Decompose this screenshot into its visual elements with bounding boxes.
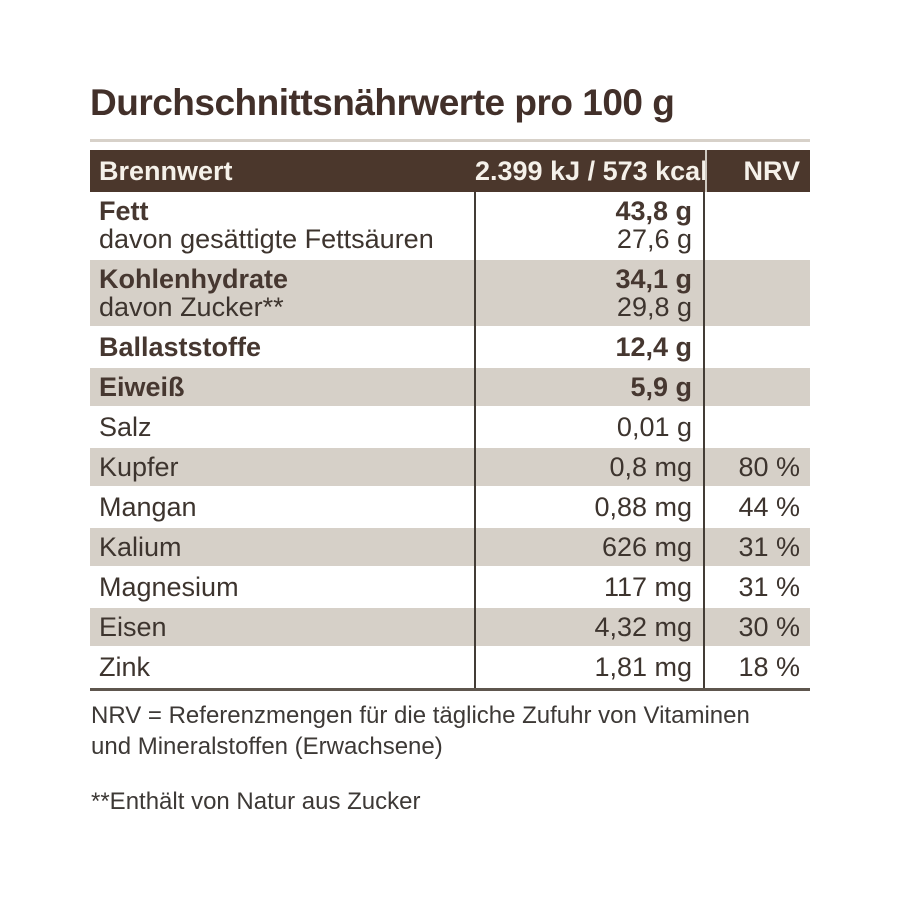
row-value: 117 mg [603,572,692,602]
row-labels: Kalium [90,533,475,561]
row-nrv-value: 31 % [738,572,800,602]
row-nrv-value: 44 % [738,492,800,522]
table-row: Kohlenhydrate davon Zucker** 34,1 g 29,8 g [90,260,810,328]
header-brennwert-label: Brennwert [99,155,233,186]
row-values: 5,9 g [475,373,705,401]
table-row: Mangan 0,88 mg 44 % [90,488,810,528]
table-top-divider [90,139,810,142]
row-labels: Ballaststoffe [90,333,475,361]
column-divider-nrv [703,192,705,688]
row-labels: Magnesium [90,573,475,601]
row-nrv-value [705,265,810,321]
table-row: Magnesium 117 mg 31 % [90,568,810,608]
table-row: Salz 0,01 g [90,408,810,448]
row-value: 43,8 g [615,196,692,226]
page-title: Durchschnittsnährwerte pro 100 g [90,82,675,123]
row-nrv-value: 31 % [738,532,800,562]
row-nrv-value [705,413,810,441]
row-value: 626 mg [601,532,692,562]
row-nrv-value [705,333,810,361]
row-label: Kohlenhydrate [99,264,289,294]
row-value: 29,8 g [616,292,692,322]
table-row: Fett davon gesättigte Fettsäuren 43,8 g 27,… [90,192,810,260]
row-nrv-value: 18 % [738,652,800,682]
column-divider-values [474,192,476,688]
row-labels: Kupfer [90,453,475,481]
nrv-footnote: NRV = Referenzmengen für die tägliche Zu… [91,702,750,760]
row-value: 4,32 mg [594,612,692,642]
row-value: 34,1 g [615,264,692,294]
row-values: 0,88 mg [475,493,705,521]
table-body: Fett davon gesättigte Fettsäuren 43,8 g 27,… [90,192,810,688]
table-row: Kalium 626 mg 31 % [90,528,810,568]
header-nrv-label: NRV [705,150,810,192]
row-labels: Fett davon gesättigte Fettsäuren [90,197,475,253]
row-value: 0,01 g [616,412,692,442]
row-values: 0,01 g [475,413,705,441]
row-label: Kupfer [99,452,179,482]
row-label: davon gesättigte Fettsäuren [99,224,434,254]
row-label: Eiweiß [99,372,185,402]
row-label: Kalium [99,532,182,562]
row-label: davon Zucker** [99,292,284,322]
row-labels: Zink [90,653,475,681]
row-labels: Salz [90,413,475,441]
row-label: Eisen [99,612,167,642]
row-value: 0,88 mg [594,492,692,522]
row-value: 5,9 g [630,372,692,402]
row-label: Fett [99,196,149,226]
row-value: 12,4 g [615,332,692,362]
table-row: Eisen 4,32 mg 30 % [90,608,810,648]
table-row: Ballaststoffe 12,4 g [90,328,810,368]
row-value: 1,81 mg [594,652,692,682]
row-label: Zink [99,652,151,682]
sugar-footnote: **Enthält von Natur aus Zucker [91,788,421,815]
row-nrv-value [705,373,810,401]
row-values: 1,81 mg [475,653,705,681]
row-values: 4,32 mg [475,613,705,641]
row-label: Magnesium [99,572,239,602]
table-bottom-divider [90,688,810,691]
row-nrv-value: 80 % [738,452,800,482]
table-header-row: Brennwert 2.399 kJ / 573 kcal NRV [90,150,810,192]
row-label: Mangan [99,492,197,522]
row-values: 626 mg [475,533,705,561]
table-row: Zink 1,81 mg 18 % [90,648,810,688]
nutrition-table: Brennwert 2.399 kJ / 573 kcal NRV Fett da… [90,139,810,691]
row-labels: Kohlenhydrate davon Zucker** [90,265,475,321]
table-row: Eiweiß 5,9 g [90,368,810,408]
row-nrv-value [705,197,810,253]
row-value: 0,8 mg [609,452,692,482]
row-values: 12,4 g [475,333,705,361]
header-energy-value: 2.399 kJ / 573 kcal [475,155,708,186]
row-value: 27,6 g [616,224,692,254]
row-nrv-value: 30 % [738,612,800,642]
row-labels: Mangan [90,493,475,521]
row-values: 0,8 mg [475,453,705,481]
row-values: 117 mg [475,573,705,601]
row-labels: Eisen [90,613,475,641]
row-label: Salz [99,412,152,442]
row-values: 43,8 g 27,6 g [475,197,705,253]
row-label: Ballaststoffe [99,332,262,362]
row-labels: Eiweiß [90,373,475,401]
table-row: Kupfer 0,8 mg 80 % [90,448,810,488]
row-values: 34,1 g 29,8 g [475,265,705,321]
